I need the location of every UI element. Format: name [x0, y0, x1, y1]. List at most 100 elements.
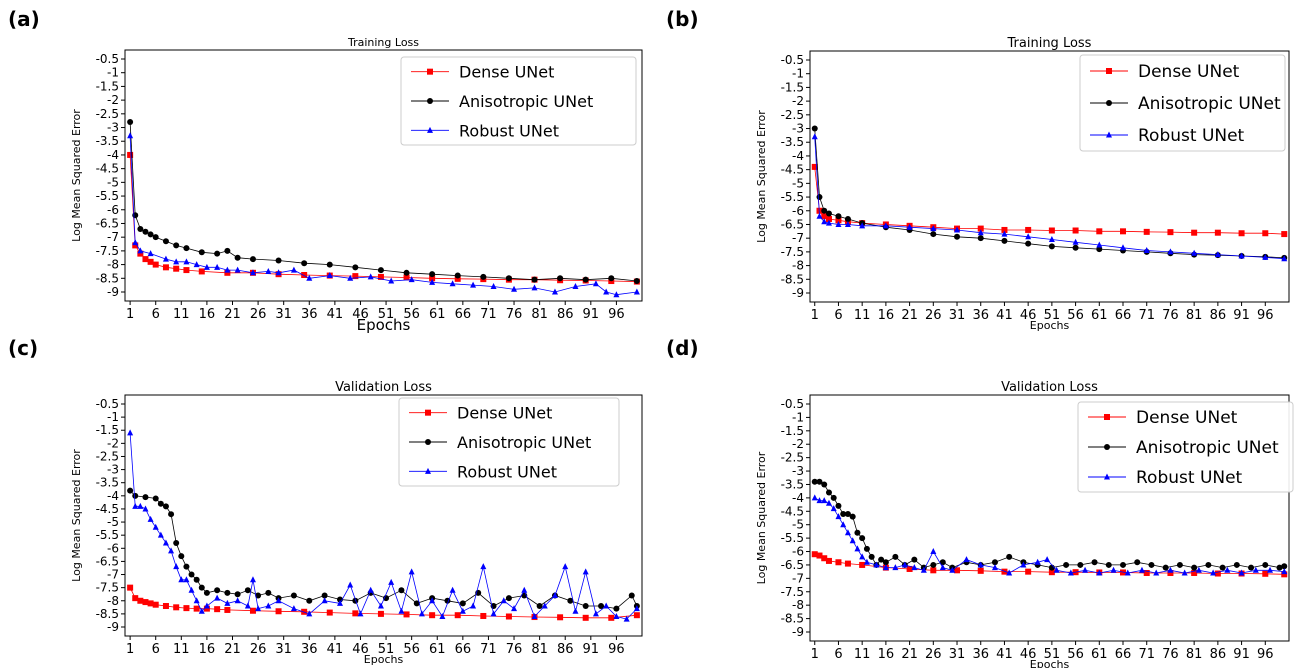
panel-label: (b) [666, 7, 699, 31]
data-point [633, 288, 640, 295]
data-point [347, 274, 354, 281]
x-tick-label: 61 [1091, 647, 1108, 662]
y-tick-label: -4 [107, 148, 119, 162]
data-point [977, 225, 984, 232]
plot-frame [124, 394, 643, 637]
x-tick-label: 71 [1138, 647, 1155, 662]
x-tick-label: 81 [1186, 308, 1203, 323]
data-point [321, 597, 328, 604]
data-point [275, 597, 282, 604]
data-point [188, 586, 195, 593]
data-point [147, 231, 154, 238]
x-tick-label: 31 [275, 642, 292, 657]
data-point [188, 571, 195, 578]
y-tick-label: -8 [107, 594, 119, 608]
data-point [1105, 561, 1112, 568]
data-point [1025, 240, 1032, 247]
data-point [811, 551, 818, 558]
data-point [367, 586, 374, 593]
data-point [1262, 570, 1269, 577]
legend: Dense UNet Anisotropic UNet Robust UNet [1079, 54, 1286, 152]
data-point [1048, 236, 1055, 243]
data-point [628, 592, 635, 599]
data-point [562, 563, 569, 570]
data-point [1167, 566, 1174, 573]
data-point [901, 561, 908, 568]
data-point [429, 597, 436, 604]
data-point [244, 587, 251, 594]
data-point [173, 604, 180, 611]
data-point [1191, 229, 1198, 236]
data-point [821, 497, 828, 504]
data-point [1167, 229, 1174, 236]
data-point [480, 612, 487, 619]
data-point [977, 229, 984, 236]
data-point [193, 605, 200, 612]
data-point [949, 566, 956, 573]
data-point [198, 607, 205, 614]
y-tick-label: -4.5 [96, 502, 119, 516]
y-tick-label: -7 [792, 571, 804, 585]
legend-label: Dense UNet [1138, 62, 1240, 82]
data-point [930, 561, 937, 568]
data-point [249, 256, 256, 263]
y-tick-label: -6.5 [96, 216, 119, 230]
y-tick-label: -5.5 [96, 189, 119, 203]
y-tick-label: -6.5 [781, 217, 804, 231]
data-point [1210, 569, 1217, 576]
data-point [825, 489, 832, 496]
x-tick-label: 86 [557, 642, 574, 657]
y-tick-label: -6 [792, 545, 804, 559]
data-point [275, 608, 282, 615]
y-tick-label: -6 [792, 204, 804, 218]
x-tick-label: 36 [972, 308, 989, 323]
data-point [214, 250, 221, 257]
data-point [1167, 248, 1174, 255]
data-point [168, 547, 175, 554]
data-point [1238, 252, 1245, 259]
data-point [1181, 569, 1188, 576]
data-point [930, 225, 937, 232]
data-point [1120, 228, 1127, 235]
data-point [825, 215, 832, 222]
y-tick-label: -8.5 [781, 272, 804, 286]
data-point [572, 607, 579, 614]
y-tick-label: -2.5 [781, 108, 804, 122]
data-point [582, 568, 589, 575]
data-point [849, 513, 856, 520]
data-point [198, 249, 205, 256]
data-point [193, 261, 200, 268]
data-point [930, 231, 937, 238]
legend-marker [427, 126, 433, 133]
data-point [1063, 561, 1070, 568]
data-point [1281, 255, 1288, 262]
data-point [1025, 226, 1032, 233]
data-point [132, 502, 139, 509]
data-point [224, 589, 231, 596]
data-point [249, 607, 256, 614]
data-point [429, 278, 436, 285]
data-point [1143, 569, 1150, 576]
data-point [224, 599, 231, 606]
y-tick-label: -3.5 [96, 134, 119, 148]
x-tick-label: 1 [811, 647, 819, 662]
data-point [567, 597, 574, 604]
x-tick-label: 1 [126, 307, 134, 322]
x-tick-label: 71 [480, 642, 497, 657]
data-point [290, 266, 297, 273]
y-tick-label: -1 [792, 410, 804, 424]
data-point [821, 555, 828, 562]
data-point [147, 515, 154, 522]
x-tick-label: 6 [834, 308, 842, 323]
x-axis-label: Epochs [364, 653, 404, 666]
data-point [198, 268, 205, 275]
data-point [439, 613, 446, 620]
data-point [203, 589, 210, 596]
data-point [152, 601, 159, 608]
x-tick-label: 66 [1115, 308, 1132, 323]
data-point [147, 258, 154, 265]
data-point [1276, 564, 1283, 571]
legend-marker [427, 98, 433, 104]
data-point [265, 589, 272, 596]
data-point [882, 222, 889, 229]
